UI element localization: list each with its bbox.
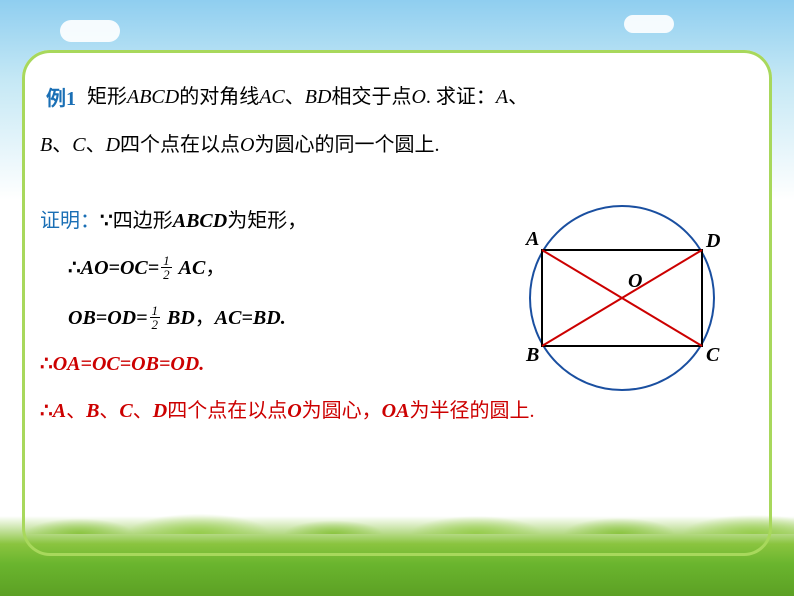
text: 四个点在以点 xyxy=(167,400,287,422)
eq: = xyxy=(148,257,159,279)
var-ac: AC xyxy=(259,86,285,108)
eq: = xyxy=(120,353,131,375)
eq: = xyxy=(159,353,170,375)
text: 的对角线 xyxy=(179,86,259,108)
var-abcd: ABCD xyxy=(127,86,179,108)
var-o: O xyxy=(240,134,254,156)
denominator: 2 xyxy=(161,268,172,281)
text: 为圆心的同一个圆上. xyxy=(254,134,439,156)
var-od: OD xyxy=(170,353,199,375)
var-b: B xyxy=(40,134,52,156)
therefore-symbol: ∴ xyxy=(68,257,81,279)
text: 矩形 xyxy=(87,86,127,108)
fraction: 12 xyxy=(161,254,172,281)
eq: = xyxy=(136,307,147,329)
proof-label: 证明： xyxy=(40,210,100,232)
var-b: B xyxy=(86,400,99,422)
text: 为矩形， xyxy=(227,210,307,232)
var-c: C xyxy=(119,400,132,422)
label-a: A xyxy=(526,228,539,251)
comma: ， xyxy=(205,257,225,279)
var-c: C xyxy=(72,134,85,156)
eq: = xyxy=(81,353,92,375)
sep: 、 xyxy=(66,400,86,422)
eq: = xyxy=(96,307,107,329)
var-d: D xyxy=(106,134,120,156)
slide-content: 例1 矩形ABCD的对角线AC、BD相交于点O. 求证：A、 B、C、D四个点在… xyxy=(40,70,754,536)
sep: 、 xyxy=(133,400,153,422)
label-c: C xyxy=(706,344,719,367)
numerator: 1 xyxy=(150,304,161,318)
var-bd: BD xyxy=(167,307,195,329)
sep: 、 xyxy=(99,400,119,422)
period: . xyxy=(281,307,286,329)
eq: = xyxy=(241,307,252,329)
sep: 、 xyxy=(285,86,305,108)
var-abcd: ABCD xyxy=(173,210,227,232)
text: 相交于点 xyxy=(331,86,411,108)
therefore-symbol: ∴ xyxy=(40,400,53,422)
conclusion-line-2: ∴A、B、C、D四个点在以点O为圆心，OA为半径的圆上. xyxy=(40,394,754,423)
text: 四个点在以点 xyxy=(120,134,240,156)
text: 为圆心， xyxy=(302,400,382,422)
label-o: O xyxy=(628,270,642,293)
label-d: D xyxy=(706,230,720,253)
var-oc: OC xyxy=(92,353,120,375)
var-ob: OB xyxy=(131,353,159,375)
sep: 、 xyxy=(508,86,528,108)
eq: = xyxy=(109,257,120,279)
text: 为半径的圆上. xyxy=(409,400,534,422)
because-symbol: ∵ xyxy=(100,210,113,232)
geometry-diagram: A D B C O xyxy=(512,198,732,398)
var-ob: OB xyxy=(68,307,96,329)
label-b: B xyxy=(526,344,539,367)
proof-area: 证明：∵四边形ABCD为矩形， ∴AO=OC=12 AC， OB=OD=12 B… xyxy=(40,204,754,423)
var-bd: BD xyxy=(305,86,332,108)
var-o: O xyxy=(287,400,301,422)
comma: ， xyxy=(195,307,215,329)
var-a: A xyxy=(496,86,508,108)
problem-line-2: B、C、D四个点在以点O为圆心的同一个圆上. xyxy=(40,124,754,166)
text: 四边形 xyxy=(113,210,173,232)
text: . 求证： xyxy=(426,86,496,108)
var-oc: OC xyxy=(120,257,148,279)
therefore-symbol: ∴ xyxy=(40,353,53,375)
sep: 、 xyxy=(86,134,106,156)
var-a: A xyxy=(53,400,66,422)
fraction: 12 xyxy=(150,304,161,331)
numerator: 1 xyxy=(161,254,172,268)
var-ao: AO xyxy=(81,257,109,279)
var-bd: BD xyxy=(253,307,281,329)
var-oa: OA xyxy=(382,400,410,422)
var-o: O xyxy=(411,86,425,108)
denominator: 2 xyxy=(150,318,161,331)
period: . xyxy=(199,353,204,375)
var-d: D xyxy=(153,400,167,422)
diagram-svg xyxy=(512,198,732,398)
var-ac: AC xyxy=(215,307,242,329)
var-od: OD xyxy=(107,307,136,329)
problem-line-1: 例1 矩形ABCD的对角线AC、BD相交于点O. 求证：A、 xyxy=(40,76,754,122)
sep: 、 xyxy=(52,134,72,156)
var-ac: AC xyxy=(179,257,206,279)
example-label: 例1 xyxy=(40,76,82,122)
var-oa: OA xyxy=(53,353,81,375)
